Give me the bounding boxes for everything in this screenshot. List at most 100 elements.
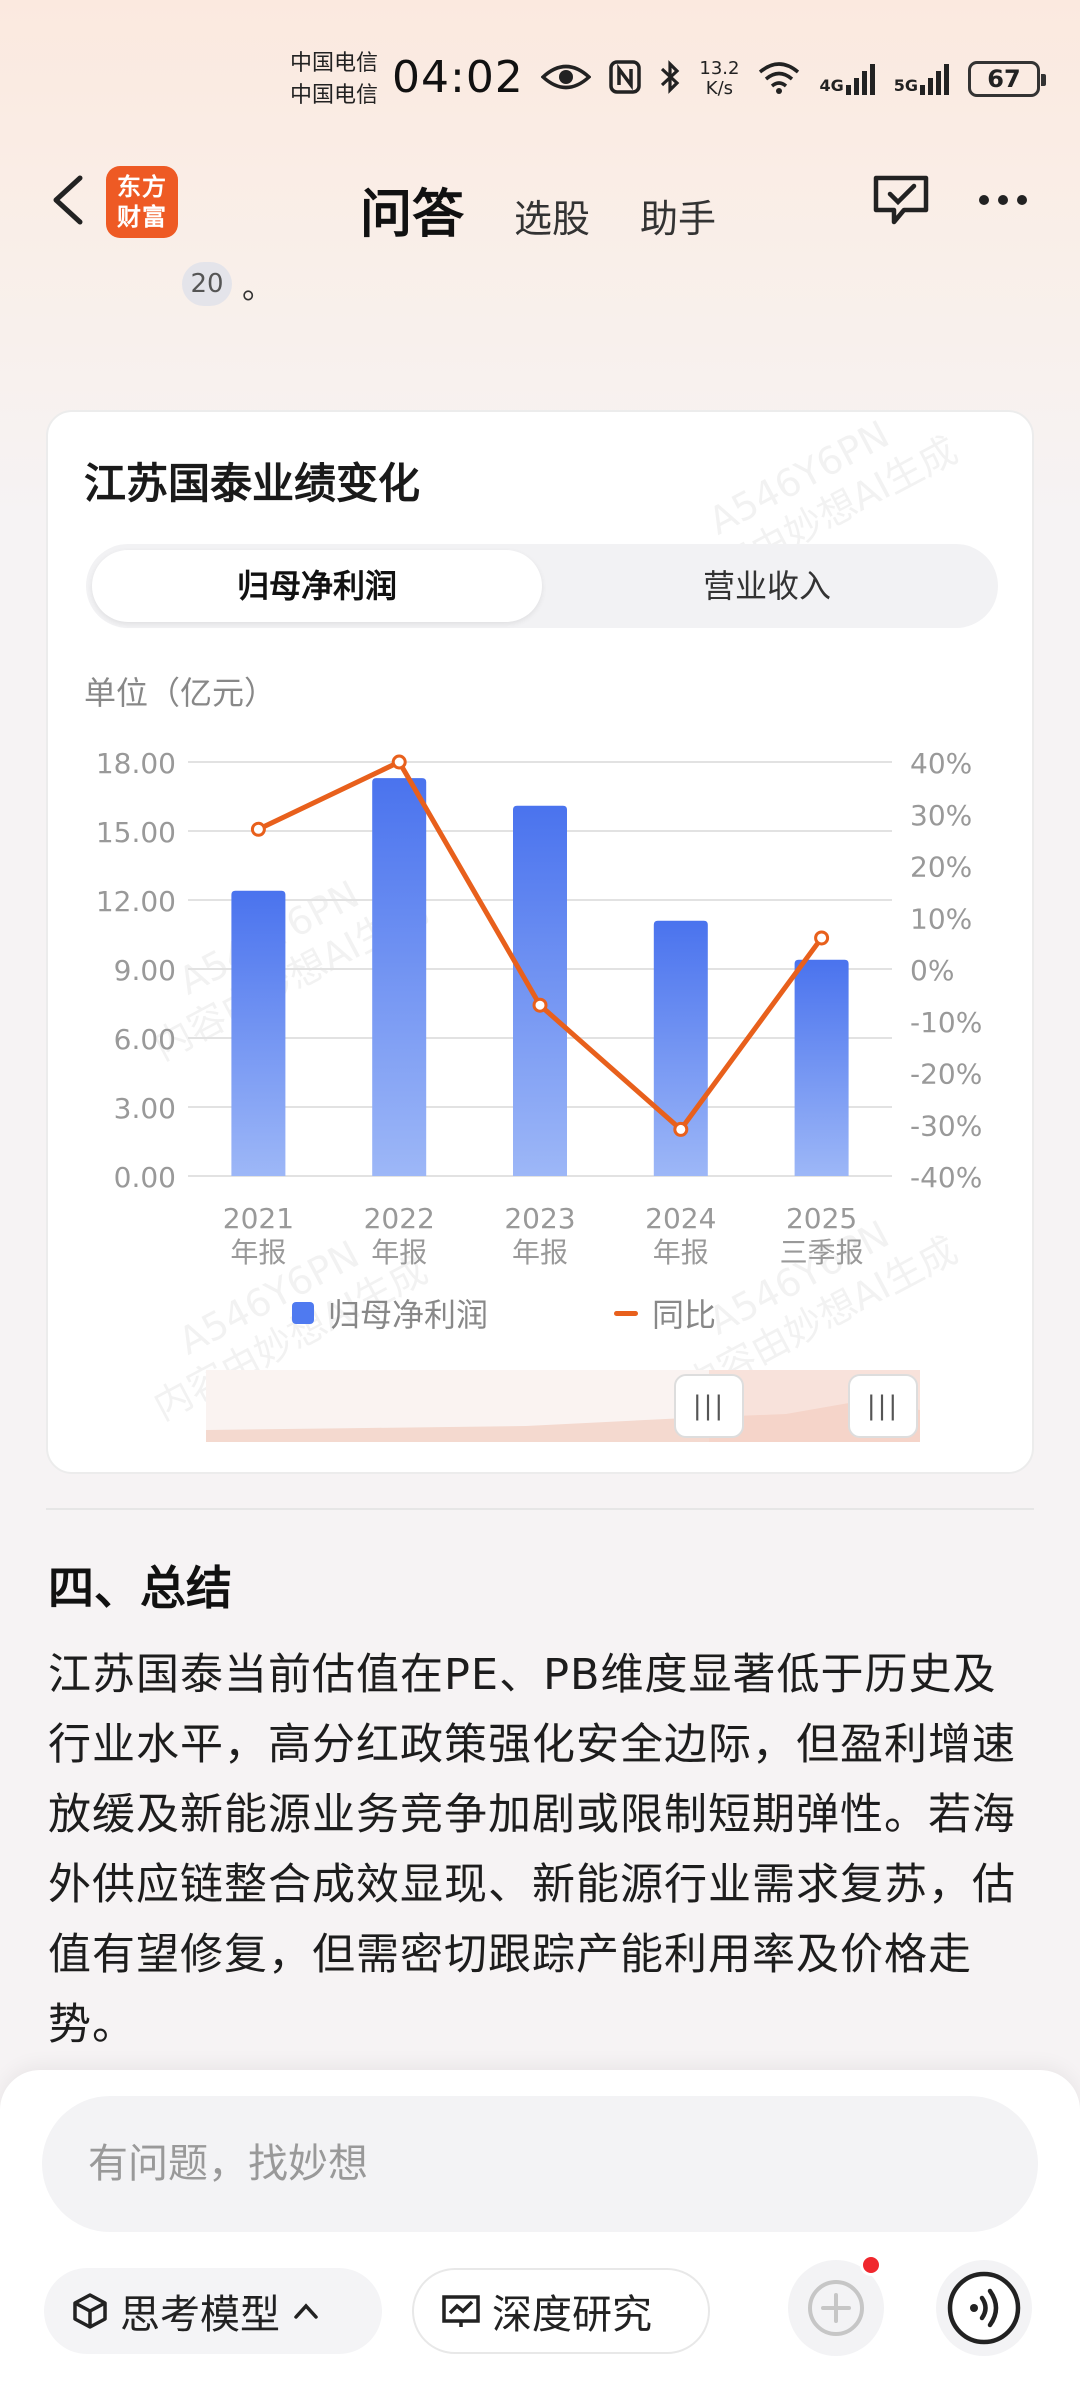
status-time: 04:02 bbox=[392, 52, 524, 103]
chevron-up-icon bbox=[294, 2303, 318, 2319]
tab-bar: 问答 选股 助手 bbox=[360, 172, 716, 247]
point-yoy bbox=[673, 1121, 689, 1137]
deep-research-button[interactable]: 深度研究 bbox=[412, 2268, 710, 2354]
carrier-1: 中国电信 bbox=[290, 51, 379, 76]
status-icons: 13.2 K/s 4G 5G 67 bbox=[540, 56, 1046, 102]
voice-icon bbox=[947, 2271, 1021, 2345]
more-icon bbox=[979, 195, 1027, 205]
bar-net-profit bbox=[794, 959, 849, 1176]
app-logo: 东方 财富 bbox=[106, 166, 178, 238]
x-tick-label: 年报 bbox=[230, 1236, 286, 1269]
add-button[interactable] bbox=[788, 2260, 884, 2356]
y-left-tick-label: 6.00 bbox=[114, 1023, 176, 1056]
tab-revenue[interactable]: 营业收入 bbox=[702, 567, 831, 605]
signal-bars-icon bbox=[845, 64, 875, 95]
deep-research-label: 深度研究 bbox=[492, 2292, 652, 2338]
watermark-line-1: A546Y6PN bbox=[701, 411, 897, 544]
research-icon bbox=[442, 2295, 480, 2327]
y-right-tick-label: -20% bbox=[910, 1058, 982, 1091]
point-yoy bbox=[532, 997, 548, 1013]
tab-net-profit[interactable]: 归母净利润 bbox=[92, 550, 542, 622]
eye-icon bbox=[540, 62, 592, 96]
y-left-tick-label: 18.00 bbox=[96, 747, 176, 780]
performance-card: A546Y6PN 内容由妙想AI生成 A546Y6PN 内容由妙想AI生成 A5… bbox=[46, 410, 1034, 1474]
voice-button[interactable] bbox=[936, 2260, 1032, 2356]
summary-paragraph: 江苏国泰当前估值在PE、PB维度显著低于历史及行业水平，高分红政策强化安全边际，… bbox=[48, 1650, 1016, 2050]
cube-icon bbox=[73, 2293, 107, 2329]
point-yoy bbox=[814, 930, 830, 946]
logo-line-1: 东方 bbox=[117, 173, 167, 201]
slider-preview bbox=[206, 1370, 920, 1442]
x-tick-label: 2021 bbox=[223, 1202, 294, 1235]
net-speed-value: 13.2 bbox=[699, 58, 740, 79]
x-tick-label: 年报 bbox=[653, 1236, 709, 1269]
reference-badge[interactable]: 20 bbox=[182, 262, 232, 306]
point-yoy bbox=[250, 821, 266, 837]
y-right-tick-label: 20% bbox=[910, 851, 972, 884]
tab-qa[interactable]: 问答 bbox=[360, 185, 465, 245]
feedback-button[interactable] bbox=[870, 172, 932, 232]
chart-legend: 归母净利润 同比 bbox=[48, 1282, 1036, 1342]
status-bar: 中国电信 中国电信 04:02 13.2 K/s 4G bbox=[0, 0, 1080, 150]
slider-handle-left[interactable]: ||| bbox=[674, 1374, 744, 1438]
bar-net-profit bbox=[653, 920, 708, 1176]
carrier-2: 中国电信 bbox=[290, 83, 379, 108]
tab-stock-picker[interactable]: 选股 bbox=[514, 197, 591, 241]
signal-4g-label: 4G bbox=[819, 76, 844, 95]
tab-assistant[interactable]: 助手 bbox=[640, 197, 717, 241]
y-right-tick-label: 40% bbox=[910, 747, 972, 780]
wifi-icon bbox=[757, 60, 801, 98]
signal-5g-label: 5G bbox=[893, 76, 918, 95]
unit-label: 单位（亿元） bbox=[84, 674, 277, 712]
y-left-tick-label: 3.00 bbox=[114, 1092, 176, 1125]
bar-net-profit bbox=[513, 805, 567, 1176]
bar-net-profit bbox=[231, 890, 286, 1176]
legend-net-profit-label: 归母净利润 bbox=[328, 1296, 489, 1334]
x-tick-label: 2024 bbox=[645, 1202, 716, 1235]
more-button[interactable] bbox=[978, 192, 1028, 211]
x-tick-label: 2023 bbox=[504, 1202, 575, 1235]
battery-indicator: 67 bbox=[968, 61, 1046, 97]
card-title: 江苏国泰业绩变化 bbox=[84, 459, 421, 508]
net-speed: 13.2 K/s bbox=[699, 59, 739, 99]
signal-bars-icon bbox=[920, 64, 949, 95]
y-left-tick-label: 12.00 bbox=[96, 885, 176, 918]
bottom-input-bar: 有问题，找妙想 思考模型 深度研究 bbox=[0, 2070, 1080, 2400]
legend-yoy-label: 同比 bbox=[652, 1296, 717, 1334]
point-yoy bbox=[391, 754, 407, 770]
chart-range-slider[interactable]: ||| ||| bbox=[206, 1370, 920, 1442]
slider-track bbox=[206, 1370, 920, 1442]
carrier-label: 中国电信 中国电信 bbox=[290, 48, 378, 112]
x-tick-label: 年报 bbox=[371, 1236, 427, 1269]
legend-yoy[interactable]: 同比 bbox=[614, 1290, 716, 1336]
legend-net-profit[interactable]: 归母净利润 bbox=[292, 1290, 488, 1336]
y-left-tick-label: 15.00 bbox=[96, 816, 176, 849]
signal-5g: 5G bbox=[894, 63, 950, 95]
y-right-tick-label: 30% bbox=[910, 799, 972, 832]
x-tick-label: 2022 bbox=[364, 1202, 435, 1235]
bluetooth-icon bbox=[659, 59, 681, 99]
net-speed-unit: K/s bbox=[705, 78, 734, 99]
y-left-tick-label: 0.00 bbox=[114, 1161, 176, 1194]
y-left-tick-label: 9.00 bbox=[114, 954, 176, 987]
legend-line-swatch bbox=[614, 1310, 638, 1316]
y-right-tick-label: -10% bbox=[910, 1006, 982, 1039]
performance-chart: 18.00 15.00 12.00 9.00 6.00 3.00 0.00 40% 30% 20%… bbox=[96, 747, 983, 1269]
legend-bar-swatch bbox=[292, 1302, 314, 1324]
question-input[interactable]: 有问题，找妙想 bbox=[42, 2096, 1038, 2232]
plus-icon bbox=[808, 2280, 864, 2336]
bar-net-profit bbox=[372, 778, 427, 1176]
think-model-label: 思考模型 bbox=[120, 2292, 280, 2338]
y-right-tick-label: -40% bbox=[910, 1161, 982, 1194]
back-button[interactable] bbox=[44, 170, 94, 230]
x-tick-label: 年报 bbox=[512, 1236, 568, 1269]
x-tick-label: 三季报 bbox=[780, 1236, 864, 1269]
divider bbox=[46, 1508, 1034, 1510]
slider-handle-right[interactable]: ||| bbox=[848, 1374, 918, 1438]
y-right-tick-label: -30% bbox=[910, 1109, 982, 1142]
y-right-tick-label: 0% bbox=[910, 954, 954, 987]
chevron-left-icon bbox=[53, 175, 83, 225]
nfc-icon bbox=[609, 60, 642, 98]
think-model-button[interactable]: 思考模型 bbox=[44, 2268, 382, 2354]
